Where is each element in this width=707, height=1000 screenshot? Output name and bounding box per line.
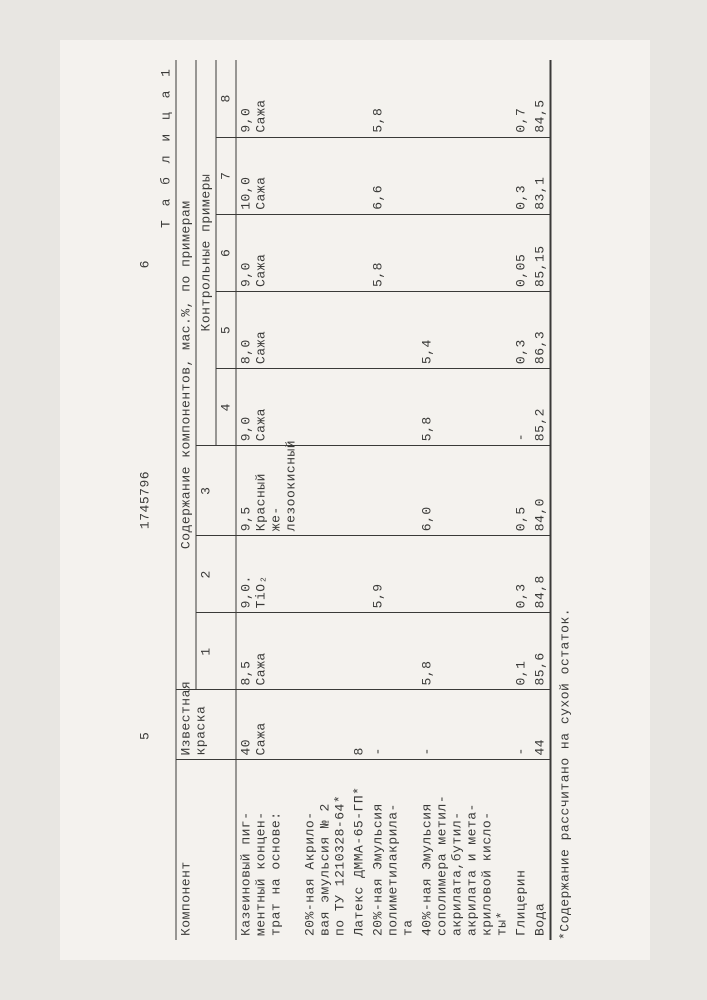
page: 5 1745796 6 Т а б л и ц а 1 Компонент Из… (60, 40, 650, 960)
cell-1 (369, 613, 418, 690)
cell-7 (350, 137, 369, 214)
table-row: Вода4485,684,884,085,286,385,1583,184,5 (531, 60, 551, 940)
cell-8: 84,5 (531, 60, 551, 137)
th-col-4: 4 (216, 369, 236, 446)
cell-4: - (512, 369, 531, 446)
cell-6: 0,05 (512, 214, 531, 291)
cell-5 (301, 291, 350, 368)
cell-7 (301, 137, 350, 214)
th-col-5: 5 (216, 291, 236, 368)
cell-8 (301, 60, 350, 137)
row-label: Глицерин (512, 760, 531, 940)
cell-known: 8 (350, 690, 369, 760)
cell-7: 6,6 (369, 137, 418, 214)
cell-5: 0,3 (512, 291, 531, 368)
th-col-3: 3 (196, 446, 236, 536)
cell-known: - (418, 690, 512, 760)
cell-2: 5,9 (369, 536, 418, 613)
cell-6 (301, 214, 350, 291)
row-label: 20%-ная Эмульсия полиметилакрила- та (369, 760, 418, 940)
cell-5: 8,0 Сажа (236, 291, 301, 368)
th-col-8: 8 (216, 60, 236, 137)
page-num-right: 6 (138, 260, 153, 268)
cell-1: 5,8 (418, 613, 512, 690)
cell-5: 86,3 (531, 291, 551, 368)
rotated-content: 5 1745796 6 Т а б л и ц а 1 Компонент Из… (138, 60, 573, 940)
table-row: Глицерин-0,10,30,5-0,30,050,30,7 (512, 60, 531, 940)
table-row: 20%-ная Эмульсия полиметилакрила- та- 5,9… (369, 60, 418, 940)
cell-known: 44 (531, 690, 551, 760)
th-col-1: 1 (196, 613, 236, 690)
cell-8: 9,0 Сажа (236, 60, 301, 137)
cell-7: 10,0 Сажа (236, 137, 301, 214)
cell-2 (350, 536, 369, 613)
cell-7: 0,3 (512, 137, 531, 214)
cell-7: 83,1 (531, 137, 551, 214)
doc-number: 1745796 (138, 471, 153, 529)
cell-5: 5,4 (418, 291, 512, 368)
cell-4: 5,8 (418, 369, 512, 446)
cell-4 (301, 369, 350, 446)
cell-8 (350, 60, 369, 137)
cell-8: 0,7 (512, 60, 531, 137)
th-content: Содержание компонентов, мас.%, по пример… (176, 60, 196, 690)
row-label: Вода (531, 760, 551, 940)
cell-2 (418, 536, 512, 613)
th-component: Компонент (176, 760, 236, 940)
table-row: 20%-ная Акрило- вая эмульсия № 2 по ТУ 1… (301, 60, 350, 940)
th-known: Известная краска (176, 690, 236, 760)
table-row: Казеиновый пиг- ментный концен- трат на … (236, 60, 301, 940)
row-label: 20%-ная Акрило- вая эмульсия № 2 по ТУ 1… (301, 760, 350, 940)
cell-known: 40 Сажа (236, 690, 301, 760)
cell-3: 0,5 (512, 446, 531, 536)
cell-3: 6,0 (418, 446, 512, 536)
row-label: 40%-ная Эмульсия сополимера метил- акрил… (418, 760, 512, 940)
cell-4: 85,2 (531, 369, 551, 446)
table-row: 40%-ная Эмульсия сополимера метил- акрил… (418, 60, 512, 940)
cell-2: 84,8 (531, 536, 551, 613)
cell-4 (369, 369, 418, 446)
cell-1 (350, 613, 369, 690)
header-line: 5 1745796 6 (138, 60, 157, 940)
cell-1: 85,6 (531, 613, 551, 690)
cell-5 (369, 291, 418, 368)
data-table: Компонент Известная краска Содержание ко… (176, 60, 551, 940)
cell-6 (418, 214, 512, 291)
cell-known: - (369, 690, 418, 760)
th-col-6: 6 (216, 214, 236, 291)
table-caption: Т а б л и ц а 1 (157, 60, 176, 940)
cell-6 (350, 214, 369, 291)
cell-3 (301, 446, 350, 536)
cell-7 (418, 137, 512, 214)
th-control: Контрольные примеры (196, 60, 216, 446)
cell-1 (301, 613, 350, 690)
page-num-left: 5 (138, 732, 153, 740)
cell-1: 8,5 Сажа (236, 613, 301, 690)
cell-2: 0,3 (512, 536, 531, 613)
cell-8 (418, 60, 512, 137)
cell-8: 5,8 (369, 60, 418, 137)
cell-3 (369, 446, 418, 536)
cell-6: 85,15 (531, 214, 551, 291)
cell-6: 9,0 Сажа (236, 214, 301, 291)
th-col-2: 2 (196, 536, 236, 613)
cell-4: 9,0 Сажа (236, 369, 301, 446)
cell-1: 0,1 (512, 613, 531, 690)
cell-known (301, 690, 350, 760)
cell-3: 9,5 Красный же- лезоокисный (236, 446, 301, 536)
table-row: Латекс ДММА-65-ГП*8 (350, 60, 369, 940)
cell-6: 5,8 (369, 214, 418, 291)
cell-2 (301, 536, 350, 613)
cell-3 (350, 446, 369, 536)
cell-4 (350, 369, 369, 446)
row-label: Латекс ДММА-65-ГП* (350, 760, 369, 940)
footnote: *Содержание рассчитано на сухой остаток. (551, 60, 573, 940)
cell-known: - (512, 690, 531, 760)
cell-5 (350, 291, 369, 368)
row-label: Казеиновый пиг- ментный концен- трат на … (236, 760, 301, 940)
cell-3: 84,0 (531, 446, 551, 536)
cell-2: 9,0. TiO₂ (236, 536, 301, 613)
th-col-7: 7 (216, 137, 236, 214)
